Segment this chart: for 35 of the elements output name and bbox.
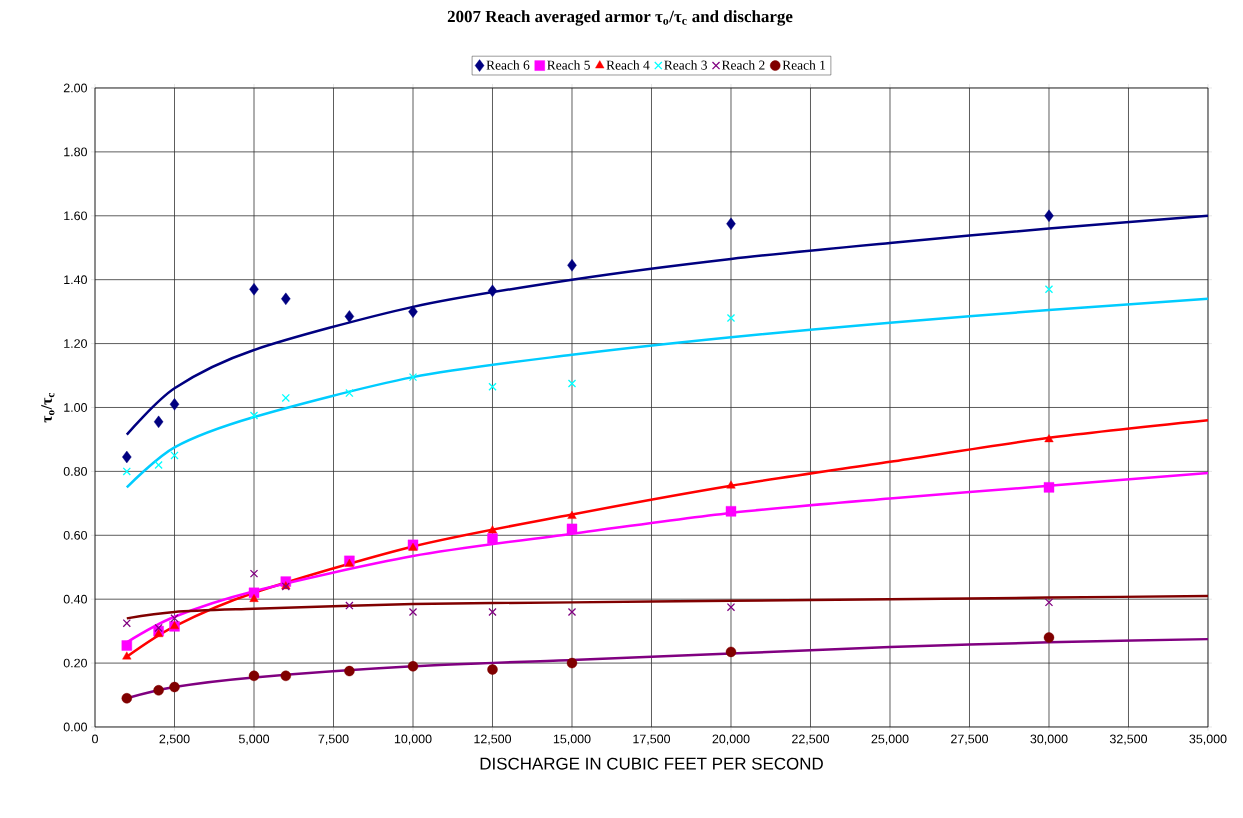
y-tick-label: 0.80 bbox=[63, 466, 87, 476]
x-axis-title: DISCHARGE IN CUBIC FEET PER SECOND bbox=[480, 757, 823, 770]
y-tick-label: 0.20 bbox=[63, 658, 87, 668]
legend-label: Reach 6 bbox=[486, 60, 530, 70]
y-tick-label: 1.40 bbox=[64, 275, 87, 285]
x-tick-label: 7,500 bbox=[318, 734, 349, 745]
x-tick-label: 30,000 bbox=[1030, 734, 1068, 745]
x-tick-label: 12,500 bbox=[474, 734, 512, 745]
x-tick-label: 22,500 bbox=[792, 734, 830, 745]
legend-label: Reach 4 bbox=[606, 60, 650, 70]
x-tick-label: 25,000 bbox=[871, 734, 909, 745]
legend-label: Reach 3 bbox=[664, 60, 707, 70]
y-tick-label: 1.60 bbox=[64, 211, 87, 221]
y-tick-label: 1.80 bbox=[64, 147, 87, 157]
x-tick-label: 15,000 bbox=[553, 734, 591, 745]
x-tick-label: 35,000 bbox=[1189, 734, 1227, 745]
legend-label: Reach 2 bbox=[721, 60, 765, 70]
y-tick-label: 2.00 bbox=[63, 83, 87, 93]
y-tick-label: 0.40 bbox=[63, 594, 87, 604]
y-axis-title: τ$_{o}$/τ$_{c}$ bbox=[41, 392, 55, 423]
y-tick-label: 0.00 bbox=[63, 722, 87, 732]
x-tick-label: 32,500 bbox=[1109, 734, 1148, 745]
x-tick-label: 27,500 bbox=[951, 734, 989, 745]
x-tick-label: 17,500 bbox=[633, 734, 671, 745]
x-tick-label: 20,000 bbox=[712, 734, 750, 745]
y-tick-label: 1.20 bbox=[64, 339, 87, 348]
legend-label: Reach 1 bbox=[782, 60, 826, 70]
x-tick-label: 2,500 bbox=[159, 734, 190, 745]
x-tick-label: 5,000 bbox=[238, 734, 270, 745]
x-tick-label: 0 bbox=[92, 734, 98, 744]
x-tick-label: 10,000 bbox=[394, 734, 432, 745]
y-tick-label: 0.60 bbox=[63, 530, 87, 540]
y-tick-label: 1.00 bbox=[64, 403, 87, 412]
legend-label: Reach 5 bbox=[547, 60, 590, 70]
chart-title: 2007 Reach averaged armor τ$_{o}$/τ$_{c}$ and discharge bbox=[447, 10, 793, 26]
